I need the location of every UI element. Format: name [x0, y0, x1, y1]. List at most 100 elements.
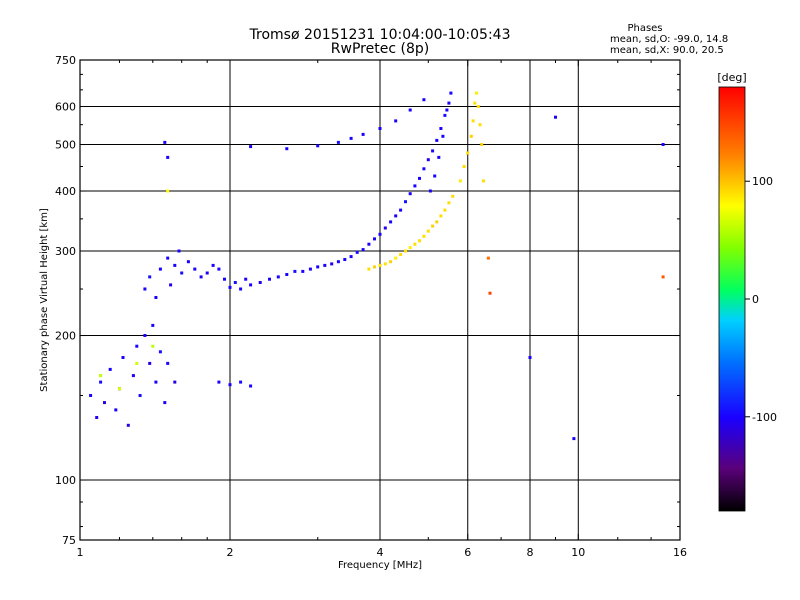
data-point-o	[408, 192, 412, 196]
data-point-o	[199, 275, 203, 279]
data-point-x	[367, 267, 371, 271]
data-point-x	[408, 246, 412, 250]
data-point-x	[99, 374, 103, 378]
data-point-o	[249, 283, 253, 287]
y-tick-label: 75	[62, 534, 76, 547]
data-point-o	[180, 271, 184, 275]
data-point-x	[462, 165, 466, 168]
data-point-x	[118, 387, 121, 391]
x-tick-label: 8	[527, 546, 534, 559]
data-point-x	[443, 208, 447, 212]
data-point-x	[475, 91, 479, 95]
data-point-o	[173, 263, 177, 267]
data-point-o	[367, 242, 371, 246]
data-point-o	[449, 91, 453, 95]
data-point-o	[99, 380, 103, 384]
data-point-o	[217, 380, 221, 384]
data-point-o	[383, 226, 387, 230]
data-point-o	[373, 237, 376, 241]
colorbar-tick-label: -100	[752, 411, 777, 424]
data-point-o	[177, 249, 181, 253]
data-point-o	[163, 401, 167, 405]
data-point-x	[471, 119, 475, 123]
data-point-o	[394, 119, 398, 123]
data-point-o	[528, 356, 532, 359]
data-point-o	[422, 167, 426, 171]
data-point-o	[154, 296, 158, 299]
data-point-o	[143, 287, 147, 291]
data-point-x	[481, 179, 485, 183]
data-point-o	[431, 149, 435, 153]
data-point-x	[151, 344, 155, 348]
data-point-o	[428, 189, 432, 193]
data-point-x	[458, 179, 462, 183]
data-point-o	[336, 140, 340, 144]
data-point-x	[413, 242, 417, 246]
data-point-o	[418, 176, 421, 180]
data-point-x	[488, 291, 492, 295]
data-point-o	[223, 277, 226, 281]
x-tick-label: 10	[571, 546, 585, 559]
y-axis-ticks: 75 100 200 300 400 500 600 750	[55, 54, 680, 547]
x-axis-label: Frequency [MHz]	[338, 560, 422, 571]
data-point-o	[158, 267, 162, 271]
data-point-o	[408, 108, 412, 112]
data-point-o	[293, 269, 297, 273]
y-axis-label: Stationary phase Virtual Height [km]	[39, 208, 50, 392]
data-point-x	[399, 253, 403, 256]
data-point-o	[435, 138, 439, 142]
data-point-o	[394, 214, 398, 218]
data-point-o	[330, 262, 334, 266]
data-point-o	[95, 416, 99, 419]
data-point-x	[661, 275, 665, 279]
data-point-x	[383, 262, 387, 266]
data-point-o	[166, 155, 170, 159]
data-point-x	[469, 134, 473, 138]
data-point-o	[163, 140, 167, 144]
data-point-o	[126, 423, 130, 427]
chart-subtitle: RwPretec (8p)	[331, 41, 429, 57]
data-point-x	[435, 220, 439, 224]
x-tick-label: 2	[227, 546, 234, 559]
data-point-o	[211, 263, 215, 267]
data-point-o	[399, 208, 403, 212]
data-point-o	[228, 383, 232, 387]
data-point-o	[422, 98, 426, 102]
data-point-o	[186, 260, 190, 264]
data-point-o	[268, 277, 271, 281]
data-point-o	[239, 287, 243, 291]
data-point-o	[173, 380, 177, 384]
data-point-x	[166, 189, 170, 193]
data-point-o	[301, 269, 305, 273]
data-point-o	[554, 115, 557, 119]
colorbar	[718, 86, 746, 512]
data-point-o	[437, 155, 441, 159]
data-point-o	[169, 283, 173, 287]
data-point-o	[103, 401, 106, 405]
data-point-o	[148, 275, 152, 279]
data-point-o	[316, 265, 320, 269]
data-point-o	[361, 248, 365, 252]
data-point-o	[316, 144, 320, 148]
data-point-o	[343, 258, 347, 261]
data-point-o	[447, 101, 451, 105]
data-points	[89, 91, 665, 441]
data-point-o	[89, 394, 93, 397]
data-point-x	[439, 214, 443, 218]
data-point-o	[166, 361, 170, 365]
data-point-x	[451, 194, 455, 198]
data-point-o	[378, 127, 382, 130]
legend-line-x: mean, sd,X: 90.0, 20.5	[610, 45, 724, 56]
data-point-o	[108, 367, 112, 371]
data-point-o	[285, 147, 289, 151]
data-point-x	[431, 224, 435, 228]
x-tick-label: 6	[464, 546, 471, 559]
colorbar-label: [deg]	[717, 71, 746, 84]
data-point-x	[476, 105, 480, 108]
data-point-o	[323, 263, 327, 267]
x-axis-ticks: 1 2 4 6 8 10 16	[77, 60, 687, 559]
data-point-x	[466, 151, 470, 155]
data-point-o	[445, 108, 449, 112]
y-tick-label: 400	[55, 185, 76, 198]
